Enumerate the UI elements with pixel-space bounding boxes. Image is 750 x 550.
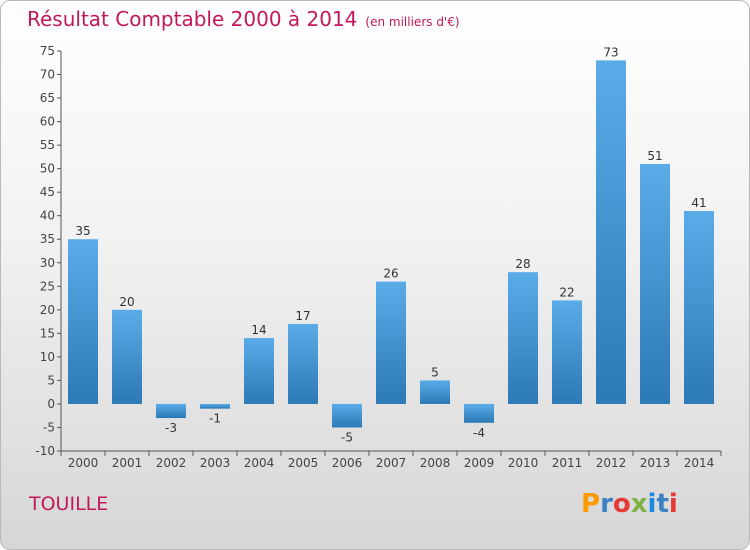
bar xyxy=(420,380,450,404)
logo-letter: x xyxy=(630,489,648,519)
logo-letter: o xyxy=(612,489,631,519)
data-label: 20 xyxy=(119,295,134,309)
y-tick-label: 0 xyxy=(47,397,55,411)
x-tick-label: 2011 xyxy=(552,456,583,470)
x-tick-label: 2003 xyxy=(200,456,231,470)
y-tick-label: 60 xyxy=(40,115,55,129)
x-tick-label: 2001 xyxy=(112,456,143,470)
bar xyxy=(288,323,318,404)
y-tick-label: 65 xyxy=(40,91,55,105)
y-tick-label: 55 xyxy=(40,138,55,152)
bar xyxy=(244,338,274,404)
data-label: 51 xyxy=(647,149,662,163)
x-tick-label: 2012 xyxy=(596,456,627,470)
data-label: -1 xyxy=(209,412,221,426)
data-label: -4 xyxy=(473,426,485,440)
y-tick-label: -10 xyxy=(35,444,55,458)
data-label: 22 xyxy=(559,285,574,299)
y-tick-label: 40 xyxy=(40,209,55,223)
x-tick-label: 2014 xyxy=(684,456,715,470)
x-tick-label: 2005 xyxy=(288,456,319,470)
commune-name: TOUILLE xyxy=(29,493,109,515)
y-tick-label: -5 xyxy=(43,420,55,434)
y-tick-label: 35 xyxy=(40,232,55,246)
bar xyxy=(508,272,538,404)
bar xyxy=(156,403,186,419)
x-tick-label: 2007 xyxy=(376,456,407,470)
title-unit: (en milliers d'€) xyxy=(365,15,460,29)
logo-letter: t xyxy=(656,489,669,519)
data-label: 5 xyxy=(431,365,439,379)
bar xyxy=(68,239,98,404)
y-tick-label: 15 xyxy=(40,326,55,340)
y-tick-label: 20 xyxy=(40,303,55,317)
chart-title: Résultat Comptable 2000 à 2014 (en millie… xyxy=(27,7,460,31)
data-label: 17 xyxy=(295,309,310,323)
title-main: Résultat Comptable 2000 à 2014 xyxy=(27,7,358,31)
y-tick-label: 10 xyxy=(40,350,55,364)
x-tick-label: 2004 xyxy=(244,456,275,470)
data-label: 26 xyxy=(383,267,398,281)
y-tick-label: 50 xyxy=(40,162,55,176)
bar xyxy=(684,211,714,404)
y-tick-label: 45 xyxy=(40,185,55,199)
data-label: 41 xyxy=(691,196,706,210)
bar xyxy=(200,403,230,409)
data-label: -5 xyxy=(341,430,353,444)
data-label: 73 xyxy=(603,45,618,59)
x-tick-label: 2002 xyxy=(156,456,187,470)
bar xyxy=(640,163,670,404)
logo-letter: P xyxy=(581,489,601,519)
x-tick-label: 2006 xyxy=(332,456,363,470)
logo-letter: i xyxy=(668,489,678,519)
bar xyxy=(376,281,406,404)
y-tick-label: 75 xyxy=(40,44,55,58)
x-tick-label: 2009 xyxy=(464,456,495,470)
bar xyxy=(596,60,626,404)
data-label: 35 xyxy=(75,224,90,238)
x-tick-label: 2000 xyxy=(68,456,99,470)
y-tick-label: 70 xyxy=(40,68,55,82)
y-tick-label: 25 xyxy=(40,279,55,293)
bar xyxy=(112,309,142,404)
bar xyxy=(552,300,582,404)
data-label: 14 xyxy=(251,323,266,337)
logo-letter: r xyxy=(600,489,613,519)
proxiti-logo: Proxiti xyxy=(581,489,678,519)
x-tick-label: 2010 xyxy=(508,456,539,470)
data-label: 28 xyxy=(515,257,530,271)
x-tick-label: 2008 xyxy=(420,456,451,470)
y-tick-label: 30 xyxy=(40,256,55,270)
data-label: -3 xyxy=(165,421,177,435)
x-tick-label: 2013 xyxy=(640,456,671,470)
bar xyxy=(332,403,362,428)
logo-letter: i xyxy=(647,489,657,519)
y-tick-label: 5 xyxy=(47,373,55,387)
bar xyxy=(464,403,494,423)
